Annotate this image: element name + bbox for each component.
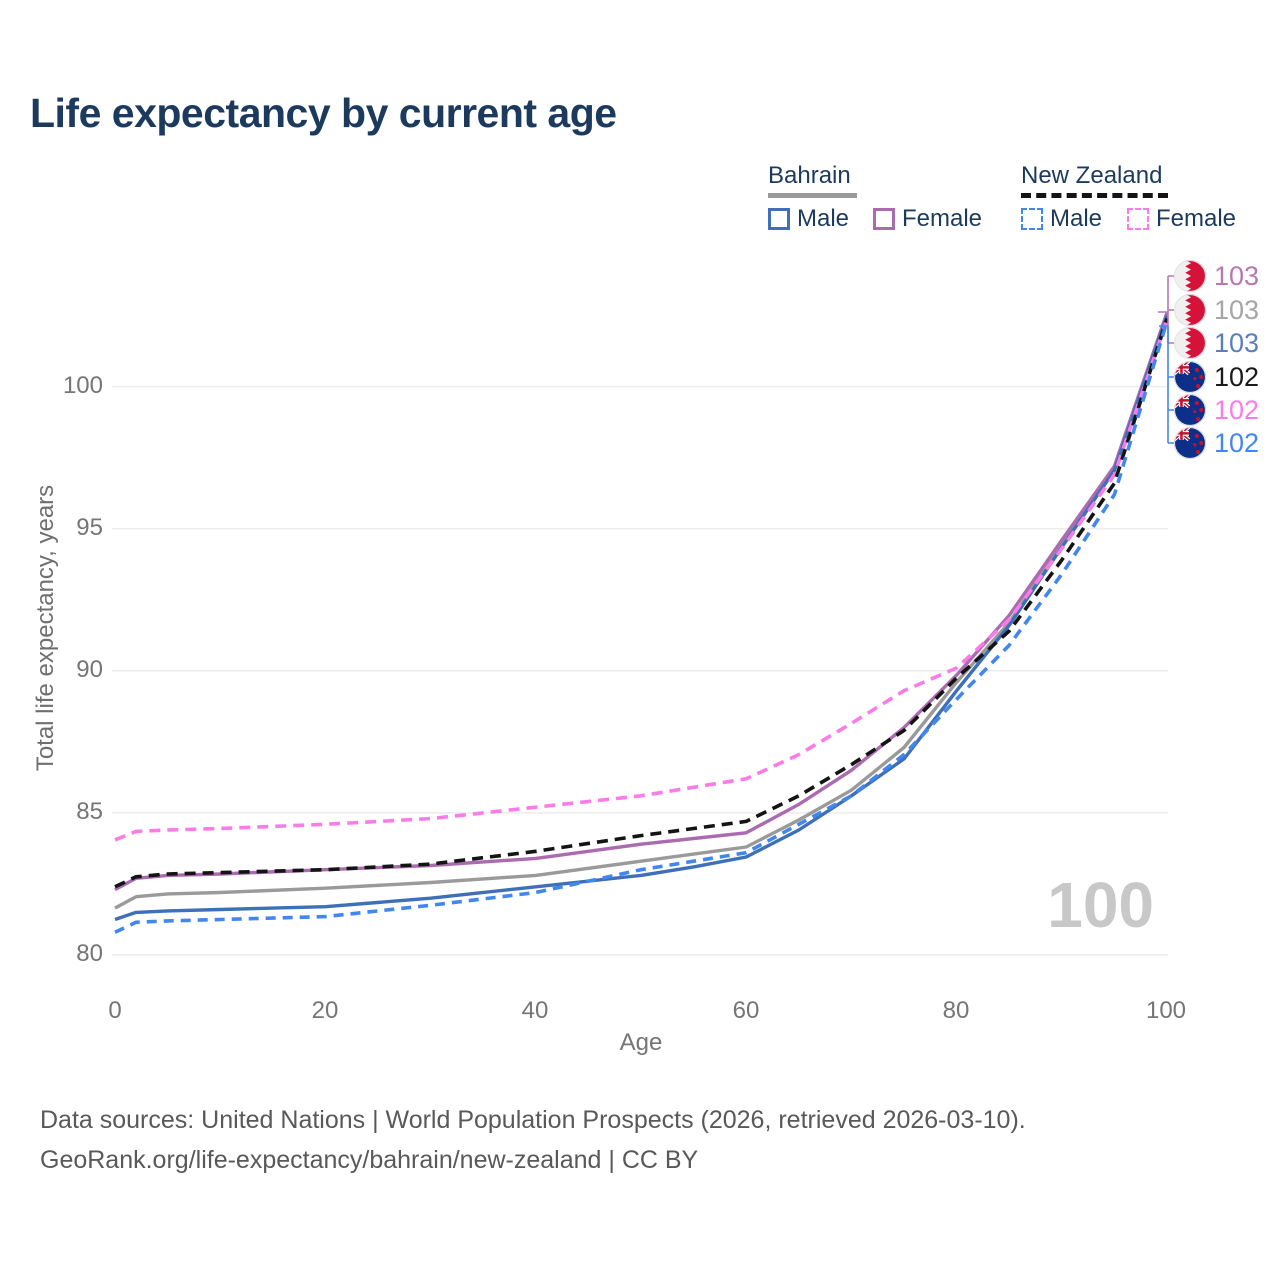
end-label-value: 102	[1214, 361, 1260, 392]
legend-item-nz-male: Male	[1021, 205, 1102, 233]
end-label-value: 103	[1214, 294, 1260, 325]
series-nz-male	[114, 320, 1169, 934]
end-label-value: 103	[1214, 327, 1260, 358]
end-label-bahrain-total: 103	[1174, 294, 1259, 326]
series-bahrain-female	[114, 312, 1169, 892]
x-tick-0: 0	[108, 997, 122, 1024]
bahrain-flag-icon	[1174, 260, 1206, 292]
series-nz-female	[114, 319, 1169, 842]
end-label-value: 102	[1214, 394, 1260, 425]
x-axis-title: Age	[619, 1029, 663, 1056]
end-label-value: 102	[1214, 427, 1260, 458]
legend-nz-line-sample	[1021, 193, 1168, 198]
series-nz-total	[114, 317, 1169, 889]
end-label-connector-0	[1158, 275, 1174, 344]
end-label-connector-1	[1159, 325, 1174, 444]
footer-attribution: GeoRank.org/life-expectancy/bahrain/new-…	[40, 1146, 699, 1174]
legend-label: Female	[902, 205, 983, 232]
end-label-nz-male: 102	[1174, 427, 1259, 459]
end-label-value: 103	[1214, 260, 1260, 291]
footer-data-sources: Data sources: United Nations | World Pop…	[40, 1106, 1026, 1134]
legend-group-bahrain: Bahrain	[768, 162, 851, 189]
legend-item-bahrain-male: Male	[768, 205, 849, 233]
new-zealand-flag-icon	[1174, 361, 1206, 393]
new-zealand-flag-icon	[1174, 394, 1206, 426]
nz-female-swatch-icon	[1127, 208, 1149, 230]
series-bahrain-male	[114, 314, 1169, 922]
x-tick-60: 60	[732, 997, 760, 1024]
legend-label: Female	[1156, 205, 1237, 232]
bahrain-male-swatch-icon	[768, 208, 790, 230]
y-axis-title: Total life expectancy, years	[32, 484, 59, 772]
legend-bahrain-line-sample	[768, 193, 857, 198]
legend-item-bahrain-female: Female	[873, 205, 982, 233]
x-tick-100: 100	[1145, 997, 1187, 1024]
legend-item-nz-female: Female	[1127, 205, 1236, 233]
x-tick-80: 80	[942, 997, 970, 1024]
end-label-nz-total: 102	[1174, 361, 1259, 393]
series-bahrain-total	[114, 313, 1169, 910]
legend-group-new-zealand: New Zealand	[1021, 162, 1163, 189]
bahrain-flag-icon	[1174, 327, 1206, 359]
y-tick-100: 100	[62, 372, 103, 399]
end-label-nz-female: 102	[1174, 394, 1259, 426]
y-tick-95: 95	[76, 514, 103, 541]
age-counter-watermark: 100	[1047, 869, 1154, 941]
legend-label: Male	[1050, 205, 1103, 232]
end-label-bahrain-female: 103	[1174, 260, 1259, 292]
bahrain-female-swatch-icon	[873, 208, 895, 230]
end-label-bahrain-male: 103	[1174, 327, 1259, 359]
new-zealand-flag-icon	[1174, 427, 1206, 459]
nz-male-swatch-icon	[1021, 208, 1043, 230]
bahrain-flag-icon	[1174, 294, 1206, 326]
y-tick-90: 90	[76, 656, 103, 683]
y-tick-80: 80	[76, 940, 103, 967]
x-tick-20: 20	[311, 997, 339, 1024]
y-tick-85: 85	[76, 798, 103, 825]
page-title: Life expectancy by current age	[30, 90, 617, 136]
legend-label: Male	[797, 205, 850, 232]
x-tick-40: 40	[521, 997, 549, 1024]
